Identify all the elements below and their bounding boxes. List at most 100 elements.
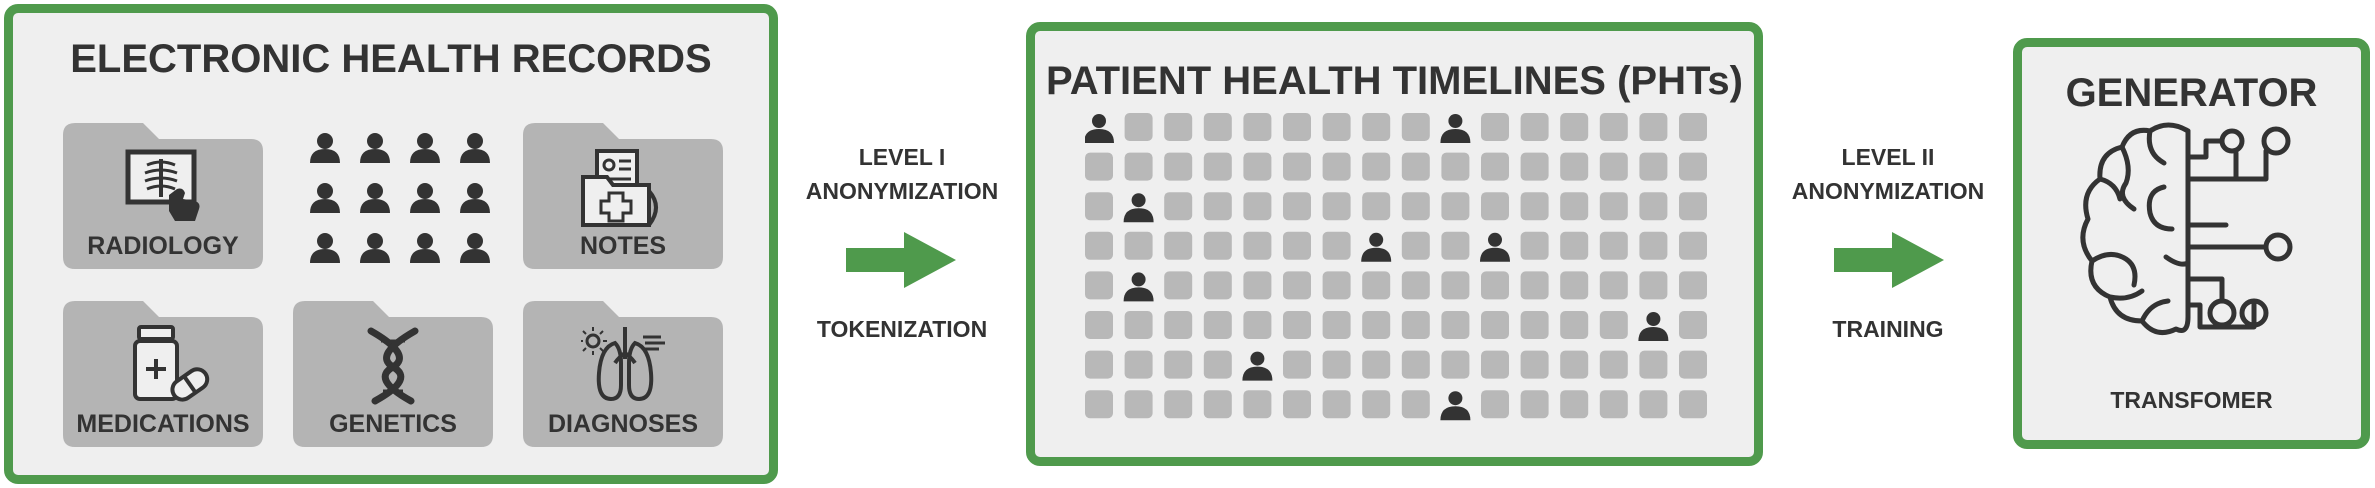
patient-icon (1440, 391, 1471, 421)
timeline-token (1441, 152, 1470, 181)
timeline-token (1203, 390, 1232, 419)
pill-bottle-icon (133, 325, 210, 402)
timeline-token (1401, 192, 1430, 221)
timeline-token (1441, 231, 1470, 260)
timeline-token (1362, 390, 1391, 419)
step2-line3: TRAINING (1832, 316, 1944, 342)
lungs-icon (581, 327, 665, 402)
timeline-token (1481, 152, 1509, 181)
timeline-token (1520, 152, 1549, 181)
timeline-token (1362, 350, 1391, 379)
timeline-token (1283, 152, 1311, 181)
step1-line3: TOKENIZATION (816, 316, 988, 342)
timeline-token (1322, 231, 1351, 260)
timeline-token (1520, 231, 1549, 260)
patient-icon (1123, 272, 1154, 302)
timeline-token (1401, 311, 1430, 339)
timeline-token (1164, 390, 1193, 419)
patient-icon (1242, 351, 1273, 381)
timeline-token (1164, 192, 1193, 221)
timeline-token (1322, 350, 1351, 379)
step2-label: LEVEL II ANONYMIZATION (1763, 140, 2013, 208)
timeline-token (1679, 113, 1707, 141)
timeline-token (1599, 271, 1628, 300)
patient-icon (1361, 232, 1392, 262)
timeline-token (1124, 152, 1153, 181)
timeline-token (1203, 271, 1232, 300)
timeline-token (1085, 192, 1113, 221)
timeline-token (1679, 152, 1707, 181)
xray-icon (125, 149, 200, 221)
timeline-token (1560, 390, 1589, 419)
timeline-token (1441, 192, 1470, 221)
timeline-token (1481, 350, 1509, 379)
timeline-token (1164, 152, 1193, 181)
arrow-right-icon (1834, 232, 1944, 288)
folder-radiology: RADIOLOGY (63, 119, 263, 269)
timeline-token (1085, 390, 1113, 419)
timeline-token (1599, 311, 1628, 339)
timeline-token (1203, 311, 1232, 339)
timeline-token (1560, 231, 1589, 260)
folder-label-genetics: GENETICS (329, 410, 457, 438)
patient-icon (1440, 114, 1471, 143)
timeline-token (1243, 152, 1272, 181)
timeline-token (1639, 231, 1668, 260)
ehr-panel: ELECTRONIC HEALTH RECORDS RADIOLOGY (4, 4, 778, 484)
folder-label-radiology: RADIOLOGY (87, 232, 239, 260)
timeline-token (1520, 271, 1549, 300)
timeline-token (1283, 271, 1311, 300)
timeline-token (1283, 311, 1311, 339)
step1-line2: ANONYMIZATION (805, 178, 999, 204)
timeline-token (1401, 152, 1430, 181)
timeline-token (1203, 113, 1232, 141)
step2-line1: LEVEL II (1841, 144, 1935, 170)
timeline-token (1639, 350, 1668, 379)
patient-icon (1480, 232, 1510, 262)
folder-genetics: GENETICS (293, 297, 493, 447)
timeline-token (1164, 113, 1193, 141)
arrow-right-icon (846, 232, 956, 288)
timeline-token (1560, 192, 1589, 221)
timeline-token (1124, 390, 1153, 419)
timeline-token (1481, 113, 1509, 141)
timeline-token (1401, 113, 1430, 141)
folder-medications: MEDICATIONS (63, 297, 263, 447)
timeline-token (1124, 311, 1153, 339)
brain-circuit-icon (2080, 122, 2293, 336)
generator-subtitle: TRANSFOMER (2110, 387, 2273, 413)
timeline-token (1243, 113, 1272, 141)
timeline-token (1679, 231, 1707, 260)
timeline-token (1362, 152, 1391, 181)
timeline-token (1599, 192, 1628, 221)
timeline-token (1283, 390, 1311, 419)
timeline-token (1085, 152, 1113, 181)
timeline-token (1560, 113, 1589, 141)
timeline-token (1639, 192, 1668, 221)
timeline-token (1639, 152, 1668, 181)
timeline-token (1085, 350, 1113, 379)
patient-icon (1123, 193, 1154, 223)
timeline-token (1599, 152, 1628, 181)
generator-panel: GENERATOR (2013, 38, 2370, 449)
timeline-token (1243, 390, 1272, 419)
timeline-token (1599, 231, 1628, 260)
timeline-token (1560, 350, 1589, 379)
timeline-token (1520, 113, 1549, 141)
step1-label: LEVEL I ANONYMIZATION (778, 140, 1026, 208)
timeline-token (1164, 231, 1193, 260)
timeline-token (1322, 113, 1351, 141)
folder-notes: NOTES (523, 119, 723, 269)
timeline-token (1164, 271, 1193, 300)
timeline-token (1441, 311, 1470, 339)
timeline-token (1243, 192, 1272, 221)
medical-notes-icon (581, 149, 658, 227)
timeline-token (1679, 271, 1707, 300)
timeline-token (1481, 271, 1509, 300)
timeline-token (1599, 113, 1628, 141)
timeline-token (1639, 113, 1668, 141)
timeline-token (1322, 390, 1351, 419)
timeline-token (1401, 231, 1430, 260)
pht-title: PATIENT HEALTH TIMELINES (PHTs) (1045, 59, 1743, 103)
step2-line2: ANONYMIZATION (1791, 178, 1985, 204)
